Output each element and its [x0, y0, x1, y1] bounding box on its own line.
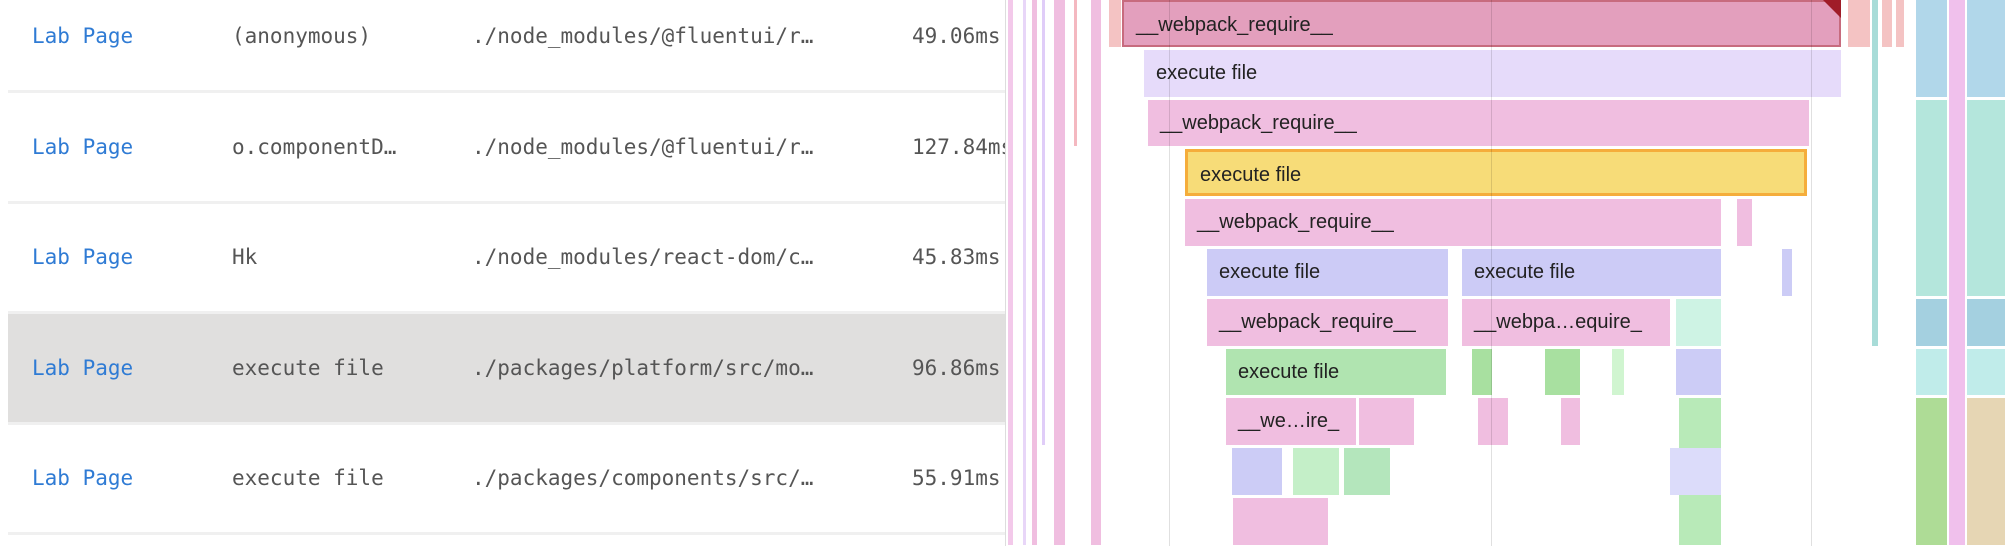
- table-row[interactable]: Lab Page Hk ./node_modules/react-dom/c… 45.…: [8, 203, 1005, 314]
- flame-sliver[interactable]: [1054, 0, 1065, 545]
- flame-sliver[interactable]: [1359, 398, 1414, 446]
- flame-sliver[interactable]: [1896, 0, 1904, 47]
- function-name: execute file: [232, 355, 384, 380]
- function-name: Hk: [232, 245, 258, 269]
- time-gridline: [1811, 0, 1812, 546]
- bar-webpack-require[interactable]: __webpa…equire_: [1462, 298, 1670, 346]
- bar-execute-file[interactable]: execute file: [1207, 249, 1448, 296]
- file-path: ./node_modules/react-dom/c…: [472, 245, 814, 269]
- duration: 49.06ms: [912, 24, 1001, 48]
- bar-execute-file-selected[interactable]: execute file: [1185, 149, 1807, 197]
- page-link[interactable]: Lab Page: [32, 355, 134, 380]
- flame-sliver[interactable]: [1676, 298, 1721, 346]
- flame-sliver[interactable]: [1293, 448, 1339, 495]
- flame-sliver[interactable]: [1916, 0, 1947, 97]
- flame-sliver[interactable]: [1782, 249, 1792, 296]
- duration: 45.83ms: [912, 245, 1001, 269]
- file-path: ./packages/components/src/…: [472, 466, 814, 490]
- flame-sliver[interactable]: [1472, 348, 1492, 396]
- flame-sliver[interactable]: [1042, 0, 1045, 446]
- table-row[interactable]: Lab Page (anonymous) ./node_modules/@fluen…: [8, 0, 1005, 93]
- flame-sliver[interactable]: [1670, 448, 1721, 495]
- flame-sliver[interactable]: [1109, 0, 1121, 47]
- bar-execute-file[interactable]: execute file: [1226, 348, 1446, 396]
- flame-sliver[interactable]: [1737, 199, 1752, 246]
- flame-sliver[interactable]: [1344, 448, 1390, 495]
- bar-webpack-require[interactable]: __webpack_require__: [1148, 99, 1809, 147]
- selection-marker-icon: [1823, 0, 1841, 18]
- flame-sliver[interactable]: [1949, 0, 1965, 545]
- file-path: ./node_modules/@fluentui/r…: [472, 24, 814, 48]
- table-row[interactable]: Lab Page execute file ./packages/platform/…: [8, 313, 1005, 425]
- flame-sliver[interactable]: [1872, 0, 1878, 346]
- flame-sliver[interactable]: [1233, 498, 1328, 545]
- page-link[interactable]: Lab Page: [32, 466, 134, 490]
- flame-sliver[interactable]: [1916, 298, 1947, 346]
- flame-sliver[interactable]: [1091, 0, 1101, 545]
- page-link[interactable]: Lab Page: [32, 24, 134, 48]
- flame-sliver[interactable]: [1967, 298, 2005, 346]
- flame-sliver[interactable]: [1967, 398, 2005, 545]
- flame-sliver[interactable]: [1612, 348, 1624, 396]
- bar-webpack-require[interactable]: __webpack_require__: [1122, 0, 1841, 47]
- flame-sliver[interactable]: [1967, 0, 2005, 97]
- results-table: Lab Page (anonymous) ./node_modules/@fluen…: [8, 0, 1005, 546]
- flame-sliver[interactable]: [1023, 0, 1026, 545]
- flame-sliver[interactable]: [1916, 99, 1947, 296]
- flame-sliver[interactable]: [1074, 0, 1077, 147]
- duration: 96.86ms: [912, 355, 1001, 380]
- file-path: ./node_modules/@fluentui/r…: [472, 134, 814, 159]
- page-link[interactable]: Lab Page: [32, 245, 134, 269]
- function-name: o.componentD…: [232, 134, 397, 159]
- bar-execute-file[interactable]: execute file: [1144, 49, 1841, 97]
- bar-execute-file[interactable]: execute file: [1462, 249, 1721, 296]
- time-gridline: [1491, 0, 1492, 546]
- function-name: (anonymous): [232, 24, 372, 48]
- flame-sliver[interactable]: [1008, 0, 1013, 545]
- table-row[interactable]: Lab Page execute file ./packages/component…: [8, 424, 1005, 535]
- flame-sliver[interactable]: [1676, 348, 1721, 396]
- bar-webpack-require[interactable]: __webpack_require__: [1185, 199, 1721, 246]
- flame-sliver[interactable]: [1545, 348, 1580, 396]
- file-path: ./packages/platform/src/mo…: [472, 355, 814, 380]
- flame-sliver[interactable]: [1882, 0, 1892, 47]
- page-link[interactable]: Lab Page: [32, 134, 134, 159]
- duration: 55.91ms: [912, 466, 1001, 490]
- flame-chart[interactable]: __webpack_require__ execute file __webpack…: [1005, 0, 2012, 546]
- function-name: execute file: [232, 466, 384, 490]
- flame-sliver[interactable]: [1967, 99, 2005, 296]
- bar-webpack-require[interactable]: __webpack_require__: [1207, 298, 1448, 346]
- flame-sliver[interactable]: [1232, 448, 1282, 495]
- flame-sliver[interactable]: [1916, 398, 1947, 545]
- table-row[interactable]: Lab Page o.componentD… ./node_modules/@flu…: [8, 93, 1005, 204]
- flame-sliver[interactable]: [1848, 0, 1870, 47]
- flame-sliver[interactable]: [1478, 398, 1508, 446]
- bar-webpack-require[interactable]: __we…ire_: [1226, 398, 1356, 446]
- duration: 127.84ms: [912, 134, 1005, 159]
- flame-sliver[interactable]: [1916, 348, 1947, 396]
- time-gridline: [1169, 0, 1170, 546]
- flame-sliver[interactable]: [1032, 0, 1037, 545]
- flame-sliver[interactable]: [1967, 348, 2005, 396]
- flame-sliver[interactable]: [1561, 398, 1580, 446]
